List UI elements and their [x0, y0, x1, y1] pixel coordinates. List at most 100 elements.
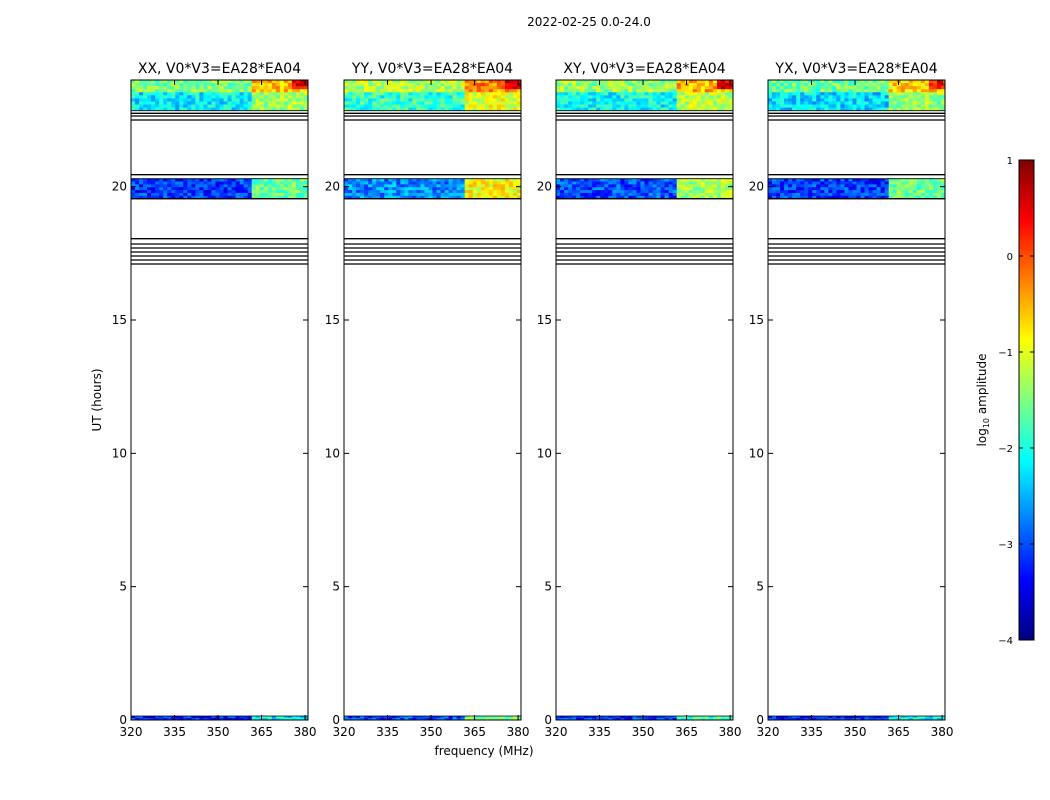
heatmap-cell [832, 107, 837, 112]
heatmap-cell [504, 101, 510, 105]
heatmap-cell [195, 190, 200, 194]
heatmap-cell [864, 181, 869, 185]
heatmap-cell [432, 190, 437, 194]
heatmap-cell [716, 107, 722, 112]
heatmap-cell [932, 192, 938, 197]
heatmap-cell [384, 181, 389, 185]
heatmap-cell [456, 195, 462, 200]
heatmap-cell [632, 95, 637, 99]
heatmap-cell [768, 89, 773, 93]
heatmap-cell [151, 184, 156, 188]
heatmap-cell [864, 83, 869, 87]
heatmap-cell [596, 104, 601, 108]
heatmap-cell [908, 89, 914, 93]
heatmap-cell [424, 86, 429, 90]
heatmap-cell [644, 187, 649, 191]
heatmap-cell [283, 83, 289, 87]
heatmap-cell [704, 716, 710, 719]
heatmap-cell [728, 190, 734, 194]
heatmap-cell [247, 92, 253, 96]
heatmap-cell [247, 101, 253, 105]
heatmap-cell [852, 98, 857, 102]
heatmap-cell [916, 98, 922, 102]
heatmap-cell [412, 192, 417, 197]
heatmap-cell [872, 716, 878, 719]
heatmap-cell [616, 101, 621, 105]
heatmap-cell [708, 178, 714, 182]
heatmap-cell [612, 716, 617, 719]
heatmap-cell [380, 107, 385, 112]
heatmap-cell [780, 178, 785, 182]
heatmap-cell [287, 716, 293, 719]
heatmap-cell [840, 98, 845, 102]
heatmap-cell [792, 80, 797, 84]
heatmap-cell [356, 716, 361, 719]
heatmap-cell [396, 98, 401, 102]
heatmap-cell [147, 195, 152, 200]
heatmap-cell [207, 190, 212, 194]
heatmap-cell [616, 181, 621, 185]
heatmap-cell [456, 89, 462, 93]
heatmap-cell [568, 89, 573, 93]
heatmap-cell [400, 716, 405, 719]
heatmap-cell [372, 101, 377, 105]
heatmap-cell [840, 178, 845, 182]
heatmap-cell [812, 83, 817, 87]
heatmap-cell [139, 192, 144, 197]
heatmap-cell [199, 187, 204, 191]
heatmap-cell [896, 195, 902, 200]
heatmap-cell [848, 178, 853, 182]
heatmap-cell [464, 716, 470, 719]
heatmap-cell [816, 190, 821, 194]
heatmap-cell [924, 98, 930, 102]
heatmap-cell [840, 92, 845, 96]
heatmap-cell [888, 95, 894, 99]
heatmap-cell [668, 192, 674, 197]
heatmap-cell [191, 83, 196, 87]
heatmap-cell [588, 187, 593, 191]
heatmap-cell [664, 184, 670, 188]
heatmap-cell [404, 83, 409, 87]
heatmap-cell [632, 107, 637, 112]
heatmap-cell [608, 716, 613, 719]
heatmap-cell [772, 104, 777, 108]
heatmap-cell [852, 190, 857, 194]
heatmap-cell [484, 718, 490, 721]
heatmap-cell [704, 181, 710, 185]
heatmap-cell [135, 195, 140, 200]
heatmap-cell [768, 192, 773, 197]
heatmap-cell [916, 181, 922, 185]
heatmap-cell [151, 178, 156, 182]
heatmap-cell [259, 101, 265, 105]
heatmap-cell [580, 107, 585, 112]
heatmap-cell [163, 107, 168, 112]
heatmap-cell [932, 98, 938, 102]
heatmap-cell [712, 716, 718, 719]
heatmap-cell [788, 184, 793, 188]
heatmap-cell [512, 187, 518, 191]
heatmap-cell [179, 86, 184, 90]
heatmap-cell [287, 190, 293, 194]
heatmap-cell [283, 181, 289, 185]
heatmap-cell [255, 95, 261, 99]
heatmap-cell [712, 104, 718, 108]
heatmap-cell [512, 192, 518, 197]
heatmap-cell [223, 178, 228, 182]
heatmap-cell [303, 184, 309, 188]
heatmap-cell [488, 178, 494, 182]
heatmap-cell [408, 192, 413, 197]
heatmap-cell [560, 718, 565, 721]
heatmap-cell [804, 92, 809, 96]
heatmap-cell [223, 101, 228, 105]
heatmap-cell [303, 192, 309, 197]
heatmap-cell [768, 178, 773, 182]
heatmap-cell [676, 95, 682, 99]
heatmap-cell [680, 192, 686, 197]
heatmap-cell [183, 104, 188, 108]
heatmap-cell [772, 80, 777, 84]
heatmap-cell [688, 192, 694, 197]
y-tick-label: 5 [119, 580, 127, 594]
heatmap-cell [692, 190, 698, 194]
heatmap-cell [828, 192, 833, 197]
heatmap-cell [207, 98, 212, 102]
